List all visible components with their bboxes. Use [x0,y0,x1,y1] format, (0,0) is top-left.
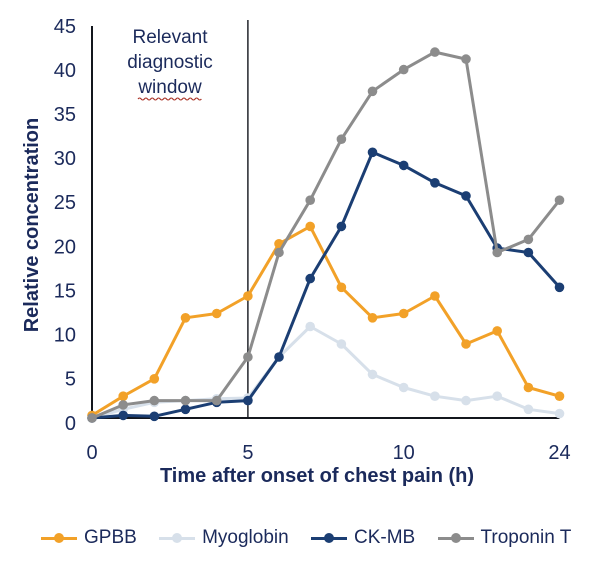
svg-text:40: 40 [54,60,76,82]
svg-text:35: 35 [54,104,76,126]
svg-text:5: 5 [242,442,253,464]
svg-text:25: 25 [54,192,76,214]
svg-text:10: 10 [54,325,76,347]
svg-text:24: 24 [548,442,570,464]
svg-text:30: 30 [54,148,76,170]
svg-text:10: 10 [393,442,415,464]
svg-text:45: 45 [54,16,76,38]
svg-text:15: 15 [54,281,76,303]
svg-text:5: 5 [65,369,76,391]
svg-text:20: 20 [54,236,76,258]
svg-text:0: 0 [86,442,97,464]
svg-text:0: 0 [65,413,76,435]
